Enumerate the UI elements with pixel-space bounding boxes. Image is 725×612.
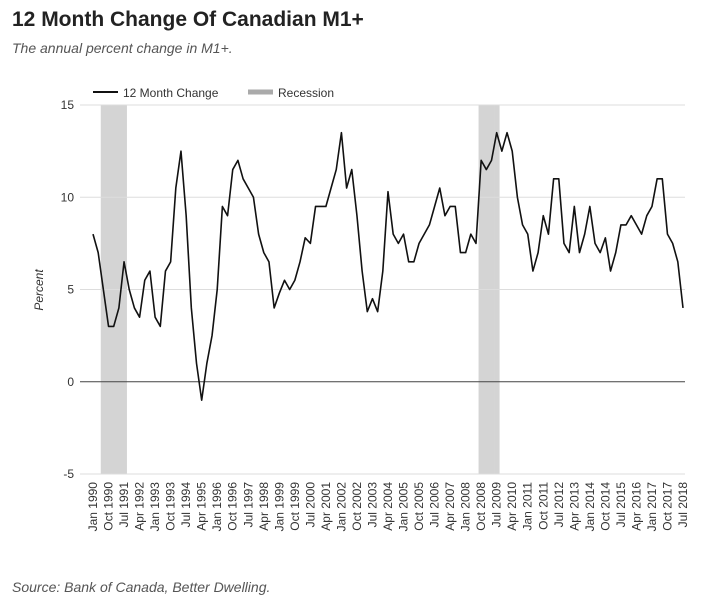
x-tick-label: Jul 2018 [676, 482, 690, 528]
x-tick-label: Jul 2009 [490, 482, 504, 528]
x-tick-label: Oct 1990 [102, 482, 116, 531]
x-tick-label: Jul 2000 [303, 482, 317, 528]
chart-title: 12 Month Change Of Canadian M1+ [12, 8, 364, 31]
x-tick-label: Oct 2014 [598, 482, 612, 531]
chart-subtitle: The annual percent change in M1+. [12, 40, 233, 56]
x-tick-label: Apr 2010 [505, 482, 519, 531]
x-tick-label: Oct 2005 [412, 482, 426, 531]
y-tick-label: 15 [61, 98, 75, 112]
y-tick-label: 10 [61, 190, 75, 204]
x-tick-label: Jul 2012 [552, 482, 566, 528]
x-tick-label: Apr 2001 [319, 482, 333, 531]
x-tick-label: Apr 2013 [567, 482, 581, 531]
y-tick-label: 5 [67, 283, 74, 297]
x-tick-label: Apr 1992 [133, 482, 147, 531]
x-tick-label: Apr 1998 [257, 482, 271, 531]
x-tick-label: Apr 2004 [381, 482, 395, 531]
x-tick-label: Jul 1991 [117, 482, 131, 528]
x-tick-label: Jan 1993 [148, 482, 162, 532]
x-tick-label: Oct 2002 [350, 482, 364, 531]
x-tick-label: Jan 2002 [334, 482, 348, 532]
data-line [92, 131, 684, 401]
x-tick-label: Jan 2017 [645, 482, 659, 532]
x-tick-label: Jan 2008 [459, 482, 473, 532]
legend-label: 12 Month Change [123, 86, 219, 100]
x-tick-label: Jul 2015 [614, 482, 628, 528]
x-tick-label: Jul 2003 [365, 482, 379, 528]
x-tick-label: Oct 2011 [536, 482, 550, 530]
y-axis-label: Percent [32, 269, 46, 311]
x-tick-label: Jan 2014 [583, 482, 597, 532]
y-tick-label: -5 [63, 467, 74, 481]
x-tick-label: Jul 1994 [179, 482, 193, 528]
x-tick-label: Jan 1996 [210, 482, 224, 532]
x-tick-label: Oct 2017 [660, 482, 674, 531]
x-tick-label: Jan 2011 [521, 482, 535, 531]
x-tick-label: Jan 1999 [272, 482, 286, 532]
x-tick-label: Oct 1996 [226, 482, 240, 531]
legend-label: Recession [278, 86, 334, 100]
x-tick-label: Jan 1990 [86, 482, 100, 532]
y-tick-label: 0 [67, 375, 74, 389]
x-tick-label: Oct 1993 [164, 482, 178, 531]
x-tick-label: Oct 1999 [288, 482, 302, 531]
x-tick-label: Jul 1997 [241, 482, 255, 528]
source-note: Source: Bank of Canada, Better Dwelling. [12, 579, 270, 595]
x-tick-label: Apr 2016 [629, 482, 643, 531]
x-tick-label: Jan 2005 [397, 482, 411, 532]
x-tick-label: Apr 1995 [195, 482, 209, 531]
x-tick-label: Apr 2007 [443, 482, 457, 531]
x-tick-label: Jul 2006 [428, 482, 442, 528]
x-tick-label: Oct 2008 [474, 482, 488, 531]
